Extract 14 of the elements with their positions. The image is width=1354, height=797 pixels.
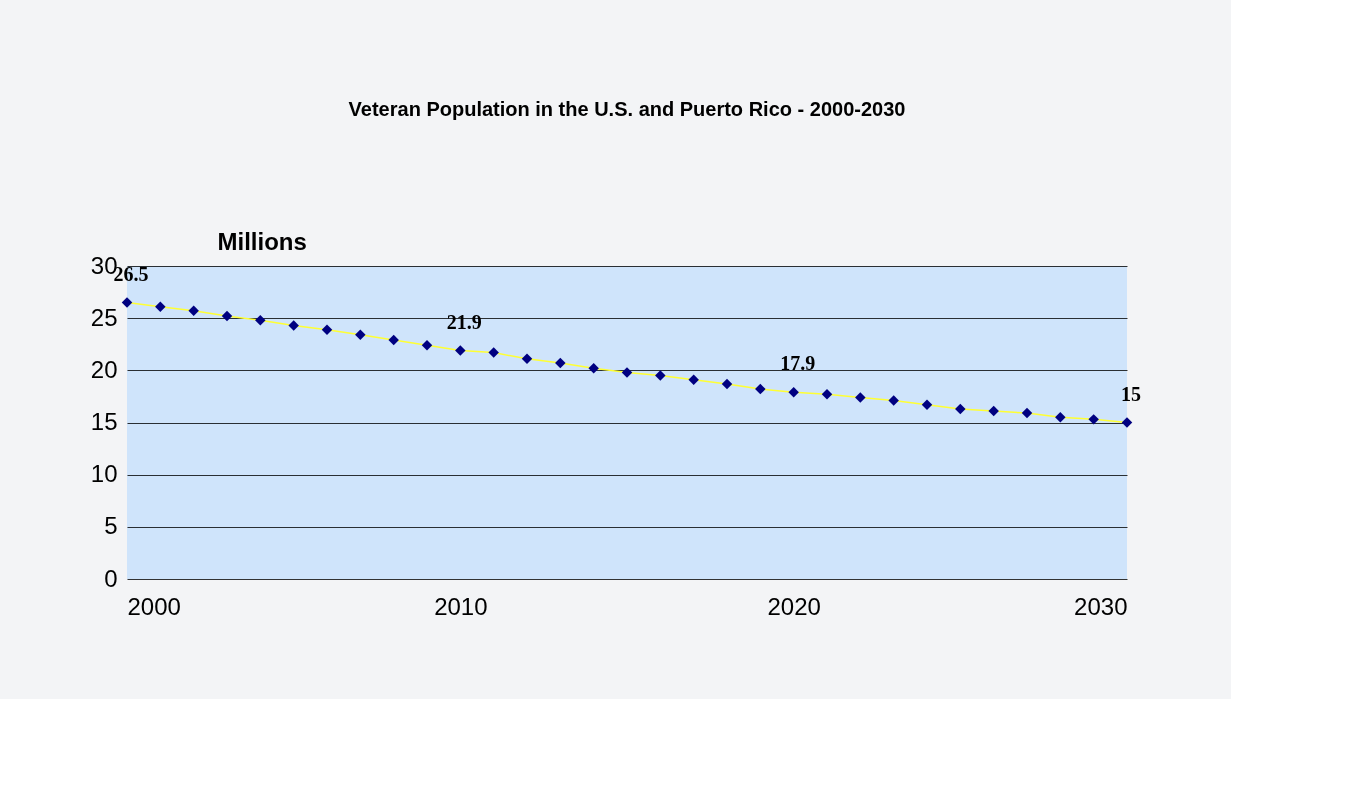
y-tick-label: 20 (90, 355, 118, 383)
y-tick-label: 5 (104, 512, 118, 540)
y-tick-label: 25 (90, 303, 118, 331)
y-tick-label: 0 (104, 564, 118, 592)
y-tick-label: 10 (90, 460, 118, 488)
x-tick-label: 2010 (434, 592, 488, 620)
data-label: 15 (1121, 382, 1141, 405)
y-axis-title: Millions (217, 227, 307, 255)
x-tick-label: 2030 (1074, 592, 1128, 620)
chart-title: Veteran Population in the U.S. and Puerto Rico - 2000-2030 (348, 98, 906, 120)
x-tick-label: 2000 (127, 592, 181, 620)
x-tick-label: 2020 (767, 592, 821, 620)
y-tick-label: 15 (90, 408, 118, 435)
data-label: 17.9 (780, 352, 816, 375)
